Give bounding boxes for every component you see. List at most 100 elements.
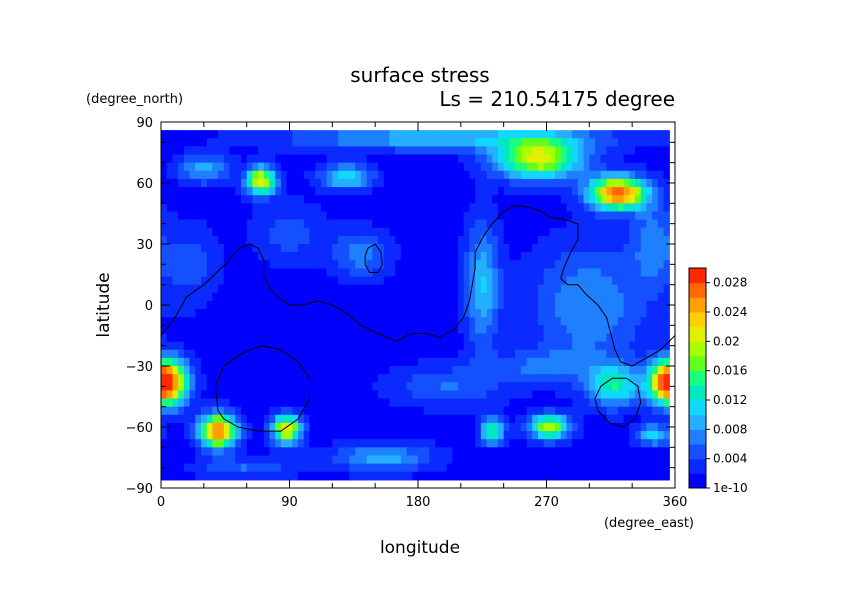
field-cell <box>520 284 528 294</box>
field-cell <box>195 276 202 286</box>
field-cell <box>372 333 379 343</box>
field-cell <box>383 138 391 147</box>
field-cell <box>372 422 379 432</box>
field-cell <box>486 447 493 457</box>
field-cell <box>195 390 202 400</box>
field-cell <box>172 211 179 221</box>
field-cell <box>309 398 316 408</box>
field-cell <box>320 244 328 253</box>
field-cell <box>309 211 316 221</box>
field-cell <box>269 390 276 400</box>
field-cell <box>520 235 528 245</box>
field-cell <box>429 382 436 391</box>
field-cell <box>320 390 328 400</box>
field-cell <box>520 439 528 448</box>
field-cell <box>212 130 219 139</box>
field-cell <box>275 414 282 424</box>
field-cell <box>475 406 482 416</box>
field-cell <box>555 276 562 286</box>
field-cell <box>652 276 659 286</box>
field-cell <box>178 357 185 367</box>
field-cell <box>240 292 248 302</box>
field-cell <box>549 471 556 481</box>
field-cell <box>635 439 642 448</box>
field-cell <box>623 162 630 172</box>
field-cell <box>515 390 522 400</box>
field-cell <box>583 366 590 375</box>
field-cell <box>537 390 545 400</box>
field-cell <box>338 414 345 424</box>
field-cell <box>223 146 231 156</box>
field-cell <box>515 195 522 204</box>
field-cell <box>383 130 391 139</box>
field-cell <box>663 268 670 278</box>
field-cell <box>269 130 276 139</box>
field-cell <box>366 227 373 237</box>
field-cell <box>412 366 419 375</box>
field-cell <box>240 349 248 359</box>
field-cell <box>446 227 453 237</box>
field-cell <box>366 162 373 172</box>
field-cell <box>286 292 293 302</box>
field-cell <box>372 130 379 139</box>
field-cell <box>617 390 625 400</box>
field-cell <box>629 309 636 318</box>
field-cell <box>583 398 590 408</box>
field-cell <box>457 349 465 359</box>
field-cell <box>189 422 196 432</box>
field-cell <box>418 130 425 139</box>
field-cell <box>240 235 248 245</box>
field-cell <box>435 455 442 465</box>
field-cell <box>200 333 208 343</box>
field-cell <box>395 349 402 359</box>
field-cell <box>606 447 613 457</box>
field-cell <box>555 447 562 457</box>
field-cell <box>292 292 299 302</box>
field-cell <box>372 447 379 457</box>
field-cell <box>269 268 276 278</box>
field-cell <box>218 146 225 156</box>
field-cell <box>652 292 659 302</box>
field-cell <box>595 471 602 481</box>
field-cell <box>383 366 391 375</box>
field-cell <box>589 414 596 424</box>
field-cell <box>532 341 539 351</box>
field-cell <box>486 333 493 343</box>
field-cell <box>520 390 528 400</box>
field-cell <box>606 162 613 172</box>
field-cell <box>389 203 396 213</box>
field-cell <box>315 195 322 204</box>
field-cell <box>183 178 191 188</box>
field-cell <box>595 235 602 245</box>
field-cell <box>652 366 659 375</box>
field-cell <box>378 390 385 400</box>
field-cell <box>560 317 568 326</box>
field-cell <box>395 219 402 229</box>
field-cell <box>360 146 368 156</box>
field-cell <box>515 471 522 481</box>
field-cell <box>452 178 459 188</box>
field-cell <box>315 130 322 139</box>
field-cell <box>600 341 608 351</box>
field-cell <box>663 471 670 481</box>
field-cell <box>435 244 442 253</box>
field-cell <box>543 431 550 440</box>
field-cell <box>612 130 619 139</box>
field-cell <box>235 292 242 302</box>
field-cell <box>338 471 345 481</box>
field-cell <box>303 138 311 147</box>
field-cell <box>355 276 362 286</box>
field-cell <box>183 195 191 204</box>
field-cell <box>583 414 590 424</box>
field-cell <box>406 130 413 139</box>
field-cell <box>400 455 408 465</box>
field-cell <box>572 341 579 351</box>
field-cell <box>298 130 305 139</box>
field-cell <box>343 398 351 408</box>
field-cell <box>258 187 265 196</box>
field-cell <box>503 333 510 343</box>
field-cell <box>275 178 282 188</box>
field-cell <box>652 130 659 139</box>
field-cell <box>418 162 425 172</box>
field-cell <box>235 276 242 286</box>
